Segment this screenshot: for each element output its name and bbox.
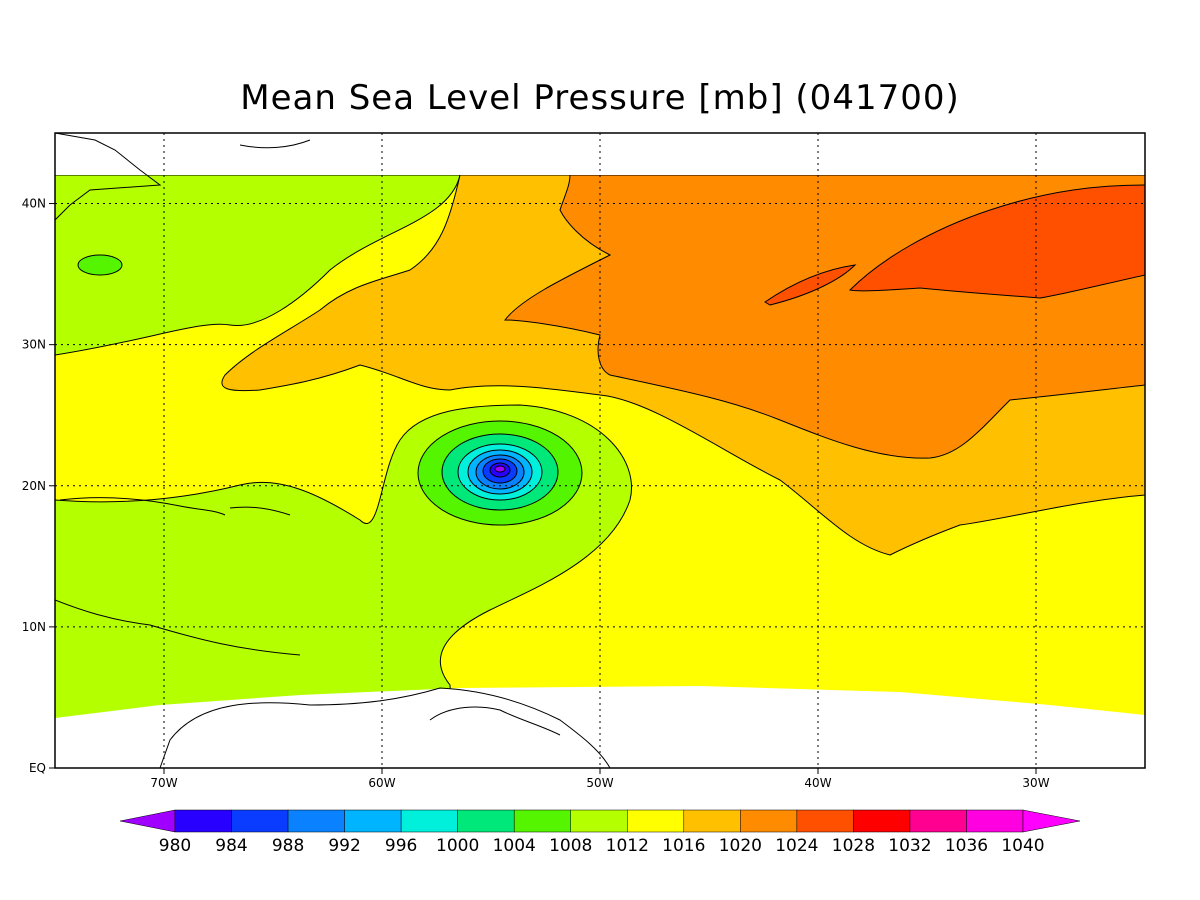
colorbar-swatch — [966, 809, 1024, 833]
colorbar-label: 984 — [215, 836, 247, 856]
colorbar-swatch — [174, 809, 232, 833]
colorbar-label: 1016 — [662, 836, 705, 856]
coast-south-america — [159, 687, 611, 768]
colorbar-label: 1036 — [945, 836, 988, 856]
colorbar-swatch — [400, 809, 458, 833]
pressure-fill-layer — [55, 133, 1145, 768]
pressure-band-1024 — [848, 184, 1145, 299]
coast-north-america — [55, 133, 162, 221]
colorbar-swatch — [740, 809, 798, 833]
colorbar-swatch — [853, 809, 911, 833]
colorbar-swatch — [457, 809, 515, 833]
lat-tick-label: 20N — [22, 479, 46, 493]
colorbar-swatch — [344, 809, 402, 833]
pressure-band-1024-strip — [764, 264, 857, 306]
colorbar-swatch — [513, 809, 571, 833]
colorbar-label: 992 — [328, 836, 360, 856]
coast-central-america — [55, 599, 301, 656]
pressure-low-center — [494, 465, 506, 473]
lon-tick-label: 30W — [1022, 776, 1049, 790]
colorbar: 980 984 988 992 996 1000 1004 1008 1012 1016 1020 1… — [119, 809, 1081, 856]
lon-tick-label: 50W — [586, 776, 613, 790]
coast-nova-scotia — [239, 139, 311, 149]
colorbar-swatch — [627, 809, 685, 833]
colorbar-label: 1024 — [775, 836, 818, 856]
hurricane-low — [417, 420, 583, 526]
colorbar-label: 988 — [272, 836, 304, 856]
pressure-band-1008-west — [55, 174, 461, 356]
lon-tick-label: 40W — [804, 776, 831, 790]
colorbar-swatch — [570, 809, 628, 833]
lat-tick-label: EQ — [29, 761, 46, 775]
colorbar-label: 980 — [159, 836, 191, 856]
colorbar-label: 1040 — [1001, 836, 1044, 856]
lon-tick-label: 70W — [150, 776, 177, 790]
colorbar-label: 1032 — [888, 836, 931, 856]
colorbar-label: 1020 — [719, 836, 762, 856]
colorbar-swatch — [909, 809, 967, 833]
map-title: Mean Sea Level Pressure [mb] (041700) — [240, 78, 960, 118]
colorbar-label: 1028 — [832, 836, 875, 856]
lat-tick-label: 10N — [22, 620, 46, 634]
colorbar-arrow-high — [1022, 809, 1081, 833]
latitude-ticks: EQ 10N 20N 30N 40N — [22, 197, 55, 775]
coast-cuba — [59, 497, 226, 516]
longitude-ticks: 70W 60W 50W 40W 30W — [150, 768, 1050, 790]
colorbar-label: 1008 — [549, 836, 592, 856]
colorbar-label: 996 — [385, 836, 417, 856]
colorbar-swatch — [231, 809, 289, 833]
colorbar-swatch — [796, 809, 854, 833]
colorbar-swatch — [683, 809, 741, 833]
lat-tick-label: 30N — [22, 338, 46, 352]
colorbar-label: 1004 — [493, 836, 536, 856]
coast-guiana — [429, 706, 561, 736]
coast-hispaniola — [229, 506, 291, 516]
coastlines — [55, 133, 611, 768]
colorbar-arrow-low — [119, 809, 176, 833]
colorbar-swatch — [287, 809, 345, 833]
colorbar-label: 1012 — [606, 836, 649, 856]
pressure-low-1004-north — [77, 254, 123, 276]
lon-tick-label: 60W — [368, 776, 395, 790]
lat-tick-label: 40N — [22, 197, 46, 211]
colorbar-label: 1000 — [436, 836, 479, 856]
